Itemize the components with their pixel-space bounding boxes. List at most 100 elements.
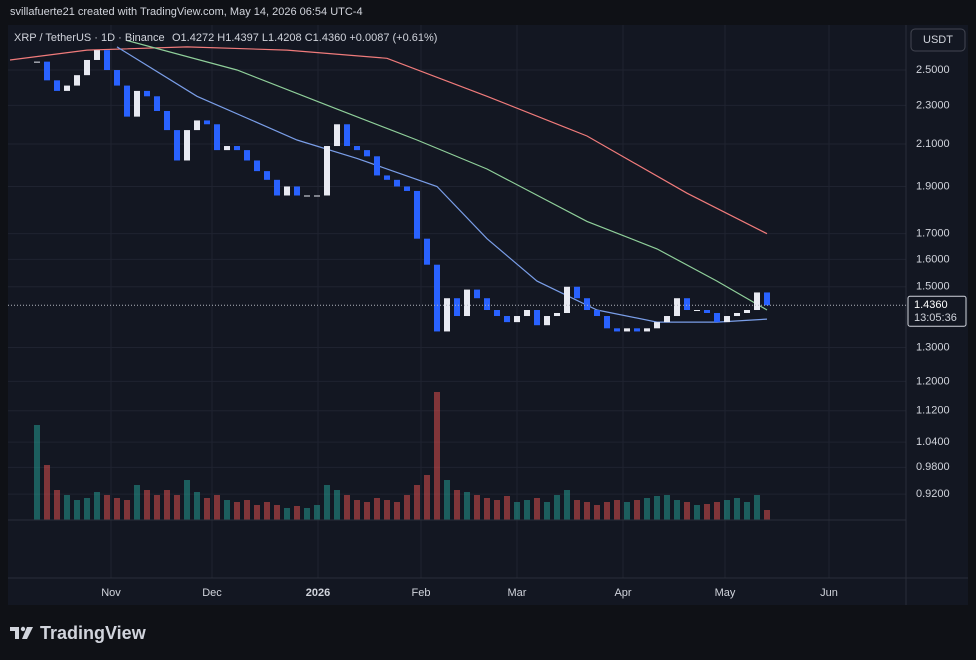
axes: 2.5000 2.3000 2.1000 1.9000 1.7000 1.6000 1.50… — [8, 25, 968, 605]
volume-bar — [744, 502, 750, 520]
y-tick-label: 0.9200 — [916, 488, 950, 500]
volume-bar — [614, 500, 620, 520]
candle-body — [64, 85, 70, 91]
candle-body — [324, 146, 330, 196]
volume-bar — [734, 498, 740, 520]
volume-bar — [594, 505, 600, 520]
candle-body — [504, 316, 510, 323]
candle-body — [484, 298, 490, 311]
candle-body — [84, 59, 90, 76]
volume-bar — [64, 495, 70, 520]
volume-bar — [284, 508, 290, 520]
x-tick-label: May — [715, 587, 736, 599]
volume-bar — [524, 500, 530, 520]
candle-body — [494, 310, 500, 317]
volume-bar — [264, 502, 270, 520]
candle-body — [194, 120, 200, 131]
volume-pane — [34, 392, 770, 520]
volume-bar — [304, 508, 310, 520]
volume-bar — [254, 505, 260, 520]
candle-body — [174, 130, 180, 161]
volume-bar — [294, 506, 300, 520]
volume-bar — [224, 500, 230, 520]
moving-averages — [9, 39, 768, 323]
candle-body — [444, 298, 450, 332]
candle-body — [734, 313, 740, 317]
y-tick-label: 1.2000 — [916, 375, 950, 387]
brand-logo: TradingView — [10, 623, 147, 643]
volume-bar — [314, 505, 320, 520]
volume-bar — [634, 500, 640, 520]
candle-body — [94, 50, 100, 60]
candle-body — [714, 313, 720, 323]
candle-body — [154, 96, 160, 111]
volume-bar — [384, 500, 390, 520]
volume-bar — [334, 490, 340, 520]
candle-body — [344, 124, 350, 147]
candle-body — [744, 310, 750, 314]
candle-body — [464, 289, 470, 317]
volume-bar — [424, 475, 430, 520]
volume-bar — [454, 490, 460, 520]
x-tick-label: Dec — [202, 587, 222, 599]
y-tick-label: 1.1200 — [916, 405, 950, 417]
candle-body — [294, 186, 300, 196]
x-tick-label: Feb — [412, 587, 431, 599]
brand: TradingView — [40, 623, 147, 643]
volume-bar — [154, 495, 160, 520]
volume-bar — [464, 492, 470, 520]
currency-label[interactable]: USDT — [923, 34, 953, 46]
candle-body — [514, 316, 520, 323]
volume-bar — [644, 498, 650, 520]
candle-body — [634, 328, 640, 332]
last-price-label: 1.4360 — [914, 299, 948, 311]
volume-bar — [764, 510, 770, 520]
candle-body — [354, 146, 360, 151]
y-tick-label: 1.6000 — [916, 253, 950, 265]
moving-average — [126, 39, 768, 311]
volume-bar — [164, 490, 170, 520]
volume-bar — [194, 492, 200, 520]
candle-body — [584, 298, 590, 311]
volume-bar — [344, 495, 350, 520]
candle-body — [534, 310, 540, 326]
candle-body — [394, 179, 400, 187]
currency-button[interactable] — [910, 28, 966, 52]
volume-bar — [554, 495, 560, 520]
volume-bar — [414, 485, 420, 520]
x-tick-label: Nov — [101, 587, 121, 599]
volume-bar — [564, 490, 570, 520]
candle-body — [604, 316, 610, 329]
candle-body — [424, 238, 430, 265]
countdown: 13:05:36 — [914, 312, 957, 324]
volume-bar — [374, 498, 380, 520]
candle-body — [654, 322, 660, 329]
candle-body — [314, 195, 320, 197]
volume-bar — [484, 498, 490, 520]
volume-bar — [134, 485, 140, 520]
candle-body — [594, 310, 600, 317]
candle-body — [754, 292, 760, 311]
volume-bar — [514, 502, 520, 520]
candle-body — [124, 85, 130, 117]
volume-bar — [364, 502, 370, 520]
volume-bar — [354, 500, 360, 520]
candle-body — [204, 120, 210, 125]
x-tick-label: Jun — [820, 587, 838, 599]
volume-bar — [494, 500, 500, 520]
candle-body — [524, 310, 530, 317]
volume-bar — [124, 500, 130, 520]
candle-body — [164, 110, 170, 131]
candle-body — [704, 310, 710, 314]
candle-body — [674, 298, 680, 317]
y-tick-label: 2.3000 — [916, 99, 950, 111]
candle-body — [724, 316, 730, 323]
candle-body — [74, 75, 80, 86]
candle-body — [34, 61, 40, 63]
y-tick-label: 2.1000 — [916, 138, 950, 150]
candle-body — [614, 328, 620, 332]
volume-bar — [694, 505, 700, 520]
volume-bar — [234, 502, 240, 520]
candle-body — [234, 146, 240, 151]
